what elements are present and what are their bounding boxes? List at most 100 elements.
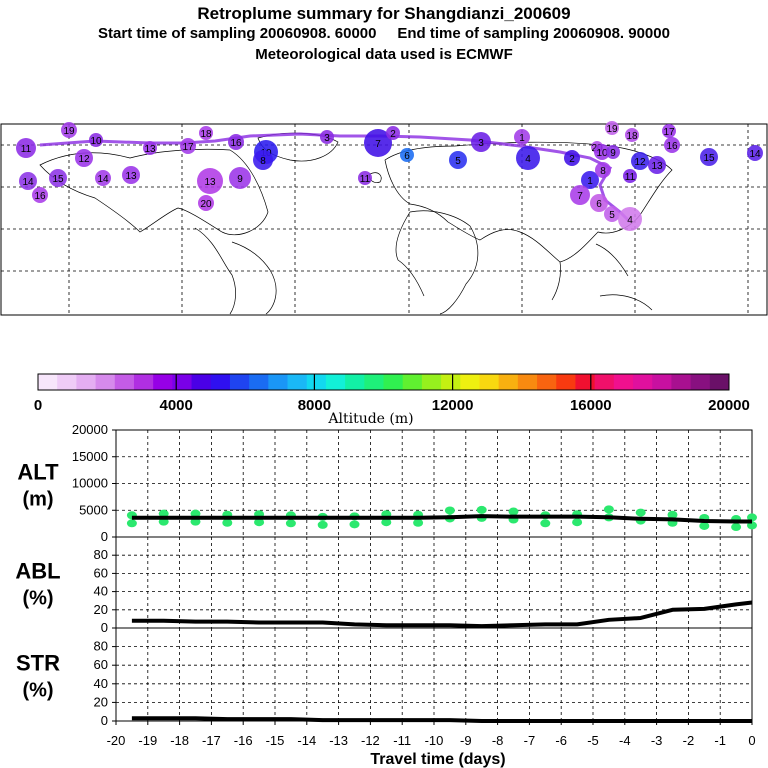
colorbar-swatch xyxy=(345,374,365,390)
plume-day-label: 13 xyxy=(144,144,156,155)
colorbar-swatch xyxy=(671,374,692,390)
plume-day-label: 7 xyxy=(375,139,381,150)
colorbar-swatch xyxy=(441,374,461,390)
plume-day-label: 8 xyxy=(260,156,266,167)
plume-day-label: 18 xyxy=(626,131,638,142)
plume-day-label: 2 xyxy=(390,129,396,140)
altitude-sample xyxy=(603,505,614,514)
panel-alt: 0 5000 10000 15000 20000 ALT (m) xyxy=(17,422,757,544)
plume-dot xyxy=(386,126,400,140)
colorbar-swatch xyxy=(268,374,289,390)
colorbar-title: Altitude (m) xyxy=(327,411,413,427)
plume-dot xyxy=(606,145,620,159)
colorbar-swatch xyxy=(38,374,58,390)
panel-ylabel: ABL xyxy=(15,559,60,584)
x-tick-label: -15 xyxy=(266,733,285,748)
altitude-sample xyxy=(285,519,296,528)
altitude-sample xyxy=(540,519,551,528)
plume-dot xyxy=(95,170,111,186)
panel-yunit: (%) xyxy=(22,680,53,702)
plume-dot xyxy=(49,169,67,187)
colorbar-frame xyxy=(37,373,730,391)
x-axis-title: Travel time (days) xyxy=(370,751,505,768)
plume-dot xyxy=(198,195,214,211)
plume-dot xyxy=(700,148,718,166)
plume-dot xyxy=(664,137,680,153)
plume-day-label: 8 xyxy=(600,166,606,177)
plume-day-label: 5 xyxy=(455,156,461,167)
plume-dot xyxy=(631,152,649,170)
plume-day-label: 12 xyxy=(78,154,90,165)
altitude-sample xyxy=(508,507,519,516)
y-tick-label: 60 xyxy=(94,565,108,580)
y-tick-label: 80 xyxy=(94,547,108,562)
colorbar-swatch xyxy=(498,374,519,390)
plume-dot xyxy=(514,129,530,145)
panel-yunit: (m) xyxy=(22,489,53,511)
plume-centroids: 1911121410131618171514131610897653421201… xyxy=(16,121,763,231)
plume-dot xyxy=(594,144,610,160)
colorbar-swatch xyxy=(383,374,404,390)
plume-dot xyxy=(197,168,223,194)
plume-day-label: 4 xyxy=(627,215,633,226)
plume-day-label: 1 xyxy=(519,133,525,144)
colorbar-swatch xyxy=(575,374,596,390)
plume-day-label: 6 xyxy=(404,151,410,162)
colorbar-swatch xyxy=(556,374,576,390)
plume-dot xyxy=(747,145,763,161)
colorbar-swatch xyxy=(172,374,193,390)
plume-dot xyxy=(320,130,334,144)
colorbar-tick-label: 20000 xyxy=(708,397,750,414)
x-tick-label: -13 xyxy=(329,733,348,748)
plume-day-label: 5 xyxy=(609,210,615,221)
plume-dot xyxy=(400,148,414,162)
altitude-sample xyxy=(476,505,487,514)
plume-day-label: 16 xyxy=(34,191,46,202)
plume-dot xyxy=(590,194,608,212)
colorbar-swatch xyxy=(690,374,711,390)
x-tick-label: -16 xyxy=(234,733,253,748)
altitude-colorbar: 0 4000 8000 12000 16000 20000 Altitude (m) xyxy=(34,373,750,427)
plume-dot xyxy=(253,150,273,170)
colorbar-swatch xyxy=(594,374,615,390)
plume-dot xyxy=(180,138,196,154)
series-line-str xyxy=(131,716,752,723)
colorbar-swatch xyxy=(460,374,480,390)
plume-dot xyxy=(19,172,37,190)
x-tick-label: -18 xyxy=(170,733,189,748)
plume-day-label: 9 xyxy=(610,148,616,159)
plume-day-label: 18 xyxy=(200,129,212,140)
plume-day-label: 11 xyxy=(360,174,371,185)
y-tick-label: 10000 xyxy=(72,476,108,491)
altitude-sample xyxy=(126,519,137,528)
sampling-times: Start time of sampling 20060908. 60000 E… xyxy=(98,25,670,42)
plume-day-label: 16 xyxy=(230,138,242,149)
plume-day-label: 1 xyxy=(587,176,593,187)
x-tick-label: -10 xyxy=(425,733,444,748)
colorbar-swatch xyxy=(364,374,384,390)
plume-day-label: 4 xyxy=(525,154,531,165)
altitude-sample xyxy=(254,518,265,527)
plume-day-label: 11 xyxy=(625,172,636,183)
y-tick-label: 0 xyxy=(101,529,108,544)
plume-day-label: 3 xyxy=(478,138,484,149)
colorbar-swatch xyxy=(133,374,154,390)
altitude-sample xyxy=(731,523,742,532)
plume-dot xyxy=(618,207,642,231)
colorbar-tick-label: 0 xyxy=(34,397,42,414)
plume-dot xyxy=(228,134,244,150)
colorbar-swatch xyxy=(633,374,653,390)
plume-day-label: 7 xyxy=(577,191,583,202)
plume-day-label: 10 xyxy=(90,136,102,147)
plume-dot xyxy=(623,169,637,183)
plume-dot xyxy=(605,121,619,135)
plume-day-label: 2 xyxy=(569,154,575,165)
x-tick-label: -20 xyxy=(107,733,126,748)
plume-dot xyxy=(625,128,639,142)
x-tick-label: -1 xyxy=(714,733,726,748)
colorbar-tick-label: 4000 xyxy=(160,397,193,414)
colorbar-swatch xyxy=(479,374,500,390)
plume-dot xyxy=(122,166,140,184)
plume-dot xyxy=(229,167,251,189)
